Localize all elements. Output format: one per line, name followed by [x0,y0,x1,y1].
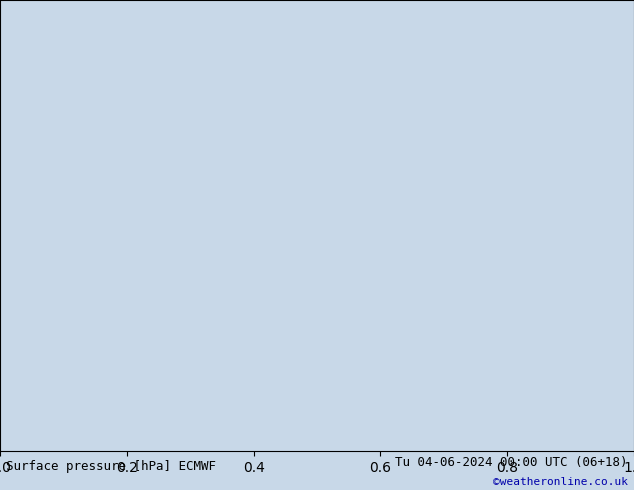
Text: Surface pressure [hPa] ECMWF: Surface pressure [hPa] ECMWF [6,460,216,473]
Text: Tu 04-06-2024 00:00 UTC (06+18): Tu 04-06-2024 00:00 UTC (06+18) [395,456,628,469]
Text: ©weatheronline.co.uk: ©weatheronline.co.uk [493,477,628,487]
